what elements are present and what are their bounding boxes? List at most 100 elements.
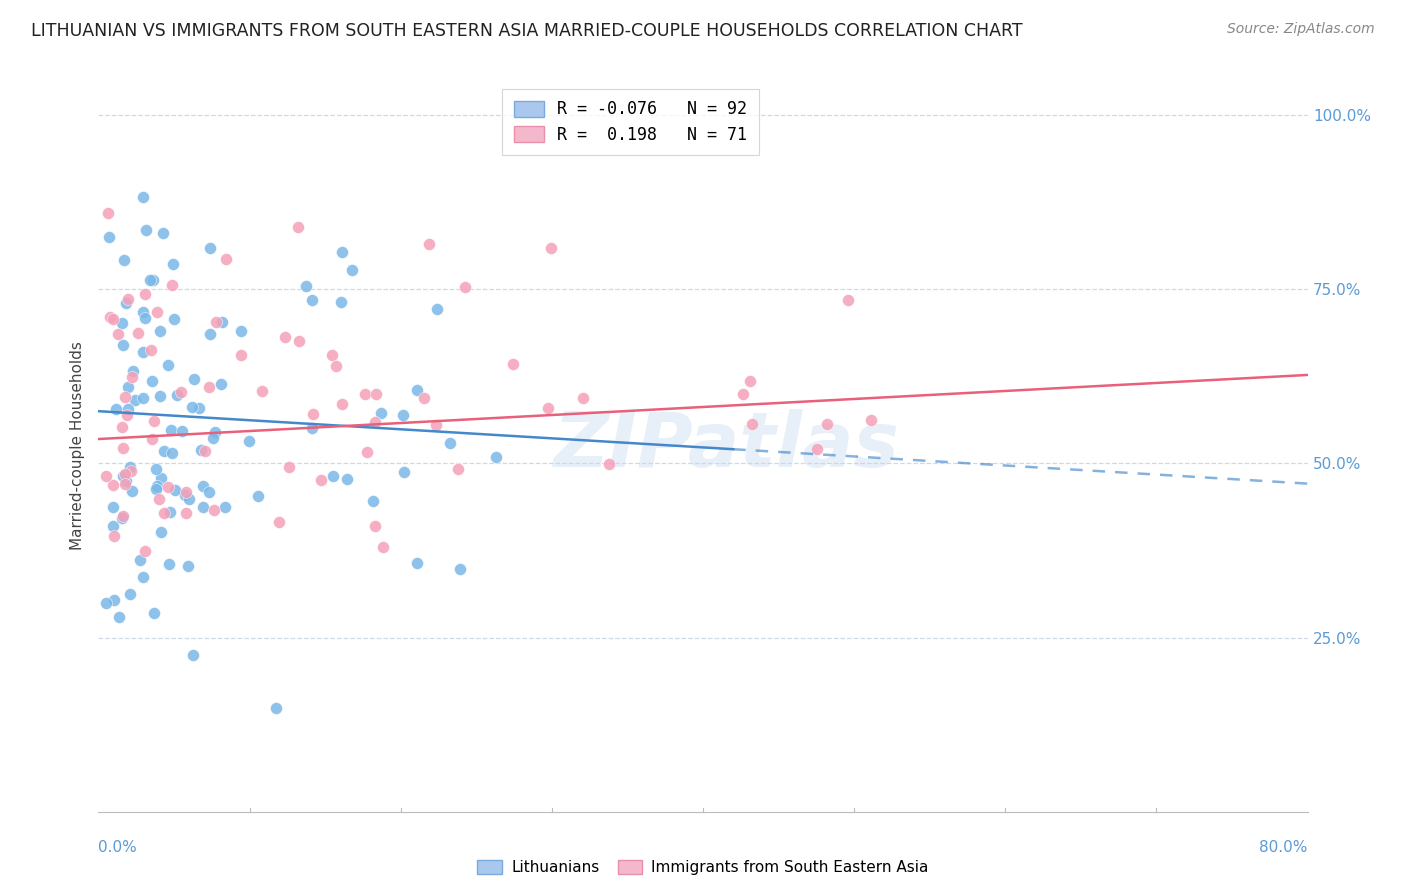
Text: Source: ZipAtlas.com: Source: ZipAtlas.com xyxy=(1227,22,1375,37)
Point xyxy=(107,327,129,342)
Point xyxy=(111,468,134,483)
Point xyxy=(598,457,620,471)
Point xyxy=(741,417,763,431)
Legend: R = -0.076   N = 92, R =  0.198   N = 71: R = -0.076 N = 92, R = 0.198 N = 71 xyxy=(502,88,759,155)
Point xyxy=(269,515,291,529)
Point xyxy=(103,593,125,607)
Point xyxy=(156,480,179,494)
Point xyxy=(121,364,143,378)
Point xyxy=(131,391,153,405)
Point xyxy=(454,279,477,293)
Point xyxy=(103,529,125,543)
Point xyxy=(806,442,828,456)
Point xyxy=(412,392,434,406)
Point xyxy=(361,493,384,508)
Point xyxy=(325,359,347,373)
Point xyxy=(177,558,200,573)
Point xyxy=(247,489,270,503)
Point xyxy=(98,310,121,324)
Point xyxy=(354,387,377,401)
Point xyxy=(111,317,134,331)
Point xyxy=(373,540,395,554)
Point xyxy=(132,345,155,359)
Point xyxy=(174,506,197,520)
Y-axis label: Married-couple Households: Married-couple Households xyxy=(69,342,84,550)
Point xyxy=(322,468,344,483)
Legend: Lithuanians, Immigrants from South Eastern Asia: Lithuanians, Immigrants from South Easte… xyxy=(478,860,928,875)
Point xyxy=(117,402,139,417)
Point xyxy=(143,414,166,428)
Point xyxy=(287,219,309,234)
Point xyxy=(181,648,204,662)
Point xyxy=(163,312,186,326)
Point xyxy=(170,424,193,438)
Point xyxy=(112,252,135,267)
Point xyxy=(252,384,274,399)
Point xyxy=(194,444,217,458)
Point xyxy=(215,252,238,266)
Point xyxy=(97,205,120,219)
Point xyxy=(540,241,562,255)
Point xyxy=(170,384,193,399)
Point xyxy=(149,471,172,485)
Point xyxy=(115,474,138,488)
Point xyxy=(146,305,169,319)
Point xyxy=(198,485,221,500)
Point xyxy=(115,296,138,310)
Point xyxy=(94,468,117,483)
Point xyxy=(330,397,353,411)
Point xyxy=(336,472,359,486)
Point xyxy=(132,570,155,584)
Point xyxy=(273,329,295,343)
Point xyxy=(231,348,253,362)
Point xyxy=(114,390,136,404)
Point xyxy=(439,435,461,450)
Point xyxy=(112,441,135,455)
Point xyxy=(120,464,142,478)
Point xyxy=(132,305,155,319)
Point xyxy=(111,420,134,434)
Point xyxy=(101,312,124,326)
Point xyxy=(101,518,124,533)
Point xyxy=(173,488,195,502)
Point xyxy=(211,315,233,329)
Point xyxy=(330,244,353,259)
Point xyxy=(141,432,163,446)
Point xyxy=(200,242,222,256)
Point xyxy=(364,518,387,533)
Point xyxy=(152,226,174,240)
Point xyxy=(114,476,136,491)
Point xyxy=(146,479,169,493)
Point xyxy=(342,262,364,277)
Point xyxy=(204,425,226,439)
Point xyxy=(738,375,761,389)
Point xyxy=(425,417,447,432)
Point xyxy=(149,324,172,338)
Point xyxy=(197,380,219,394)
Point xyxy=(266,701,288,715)
Point xyxy=(117,380,139,394)
Point xyxy=(238,434,260,448)
Point xyxy=(181,400,204,414)
Point xyxy=(127,326,149,340)
Point xyxy=(449,562,471,576)
Point xyxy=(209,377,232,392)
Point xyxy=(153,444,176,458)
Point xyxy=(139,272,162,286)
Point xyxy=(179,492,201,507)
Text: 0.0%: 0.0% xyxy=(98,840,138,855)
Point xyxy=(191,479,214,493)
Point xyxy=(364,415,387,429)
Point xyxy=(159,505,181,519)
Point xyxy=(288,334,311,348)
Point xyxy=(112,338,135,352)
Point xyxy=(134,287,156,301)
Point xyxy=(145,462,167,476)
Point xyxy=(107,610,129,624)
Point xyxy=(96,596,118,610)
Point xyxy=(152,506,174,520)
Point xyxy=(302,407,325,421)
Point xyxy=(134,310,156,325)
Point xyxy=(406,556,429,570)
Point xyxy=(321,348,343,362)
